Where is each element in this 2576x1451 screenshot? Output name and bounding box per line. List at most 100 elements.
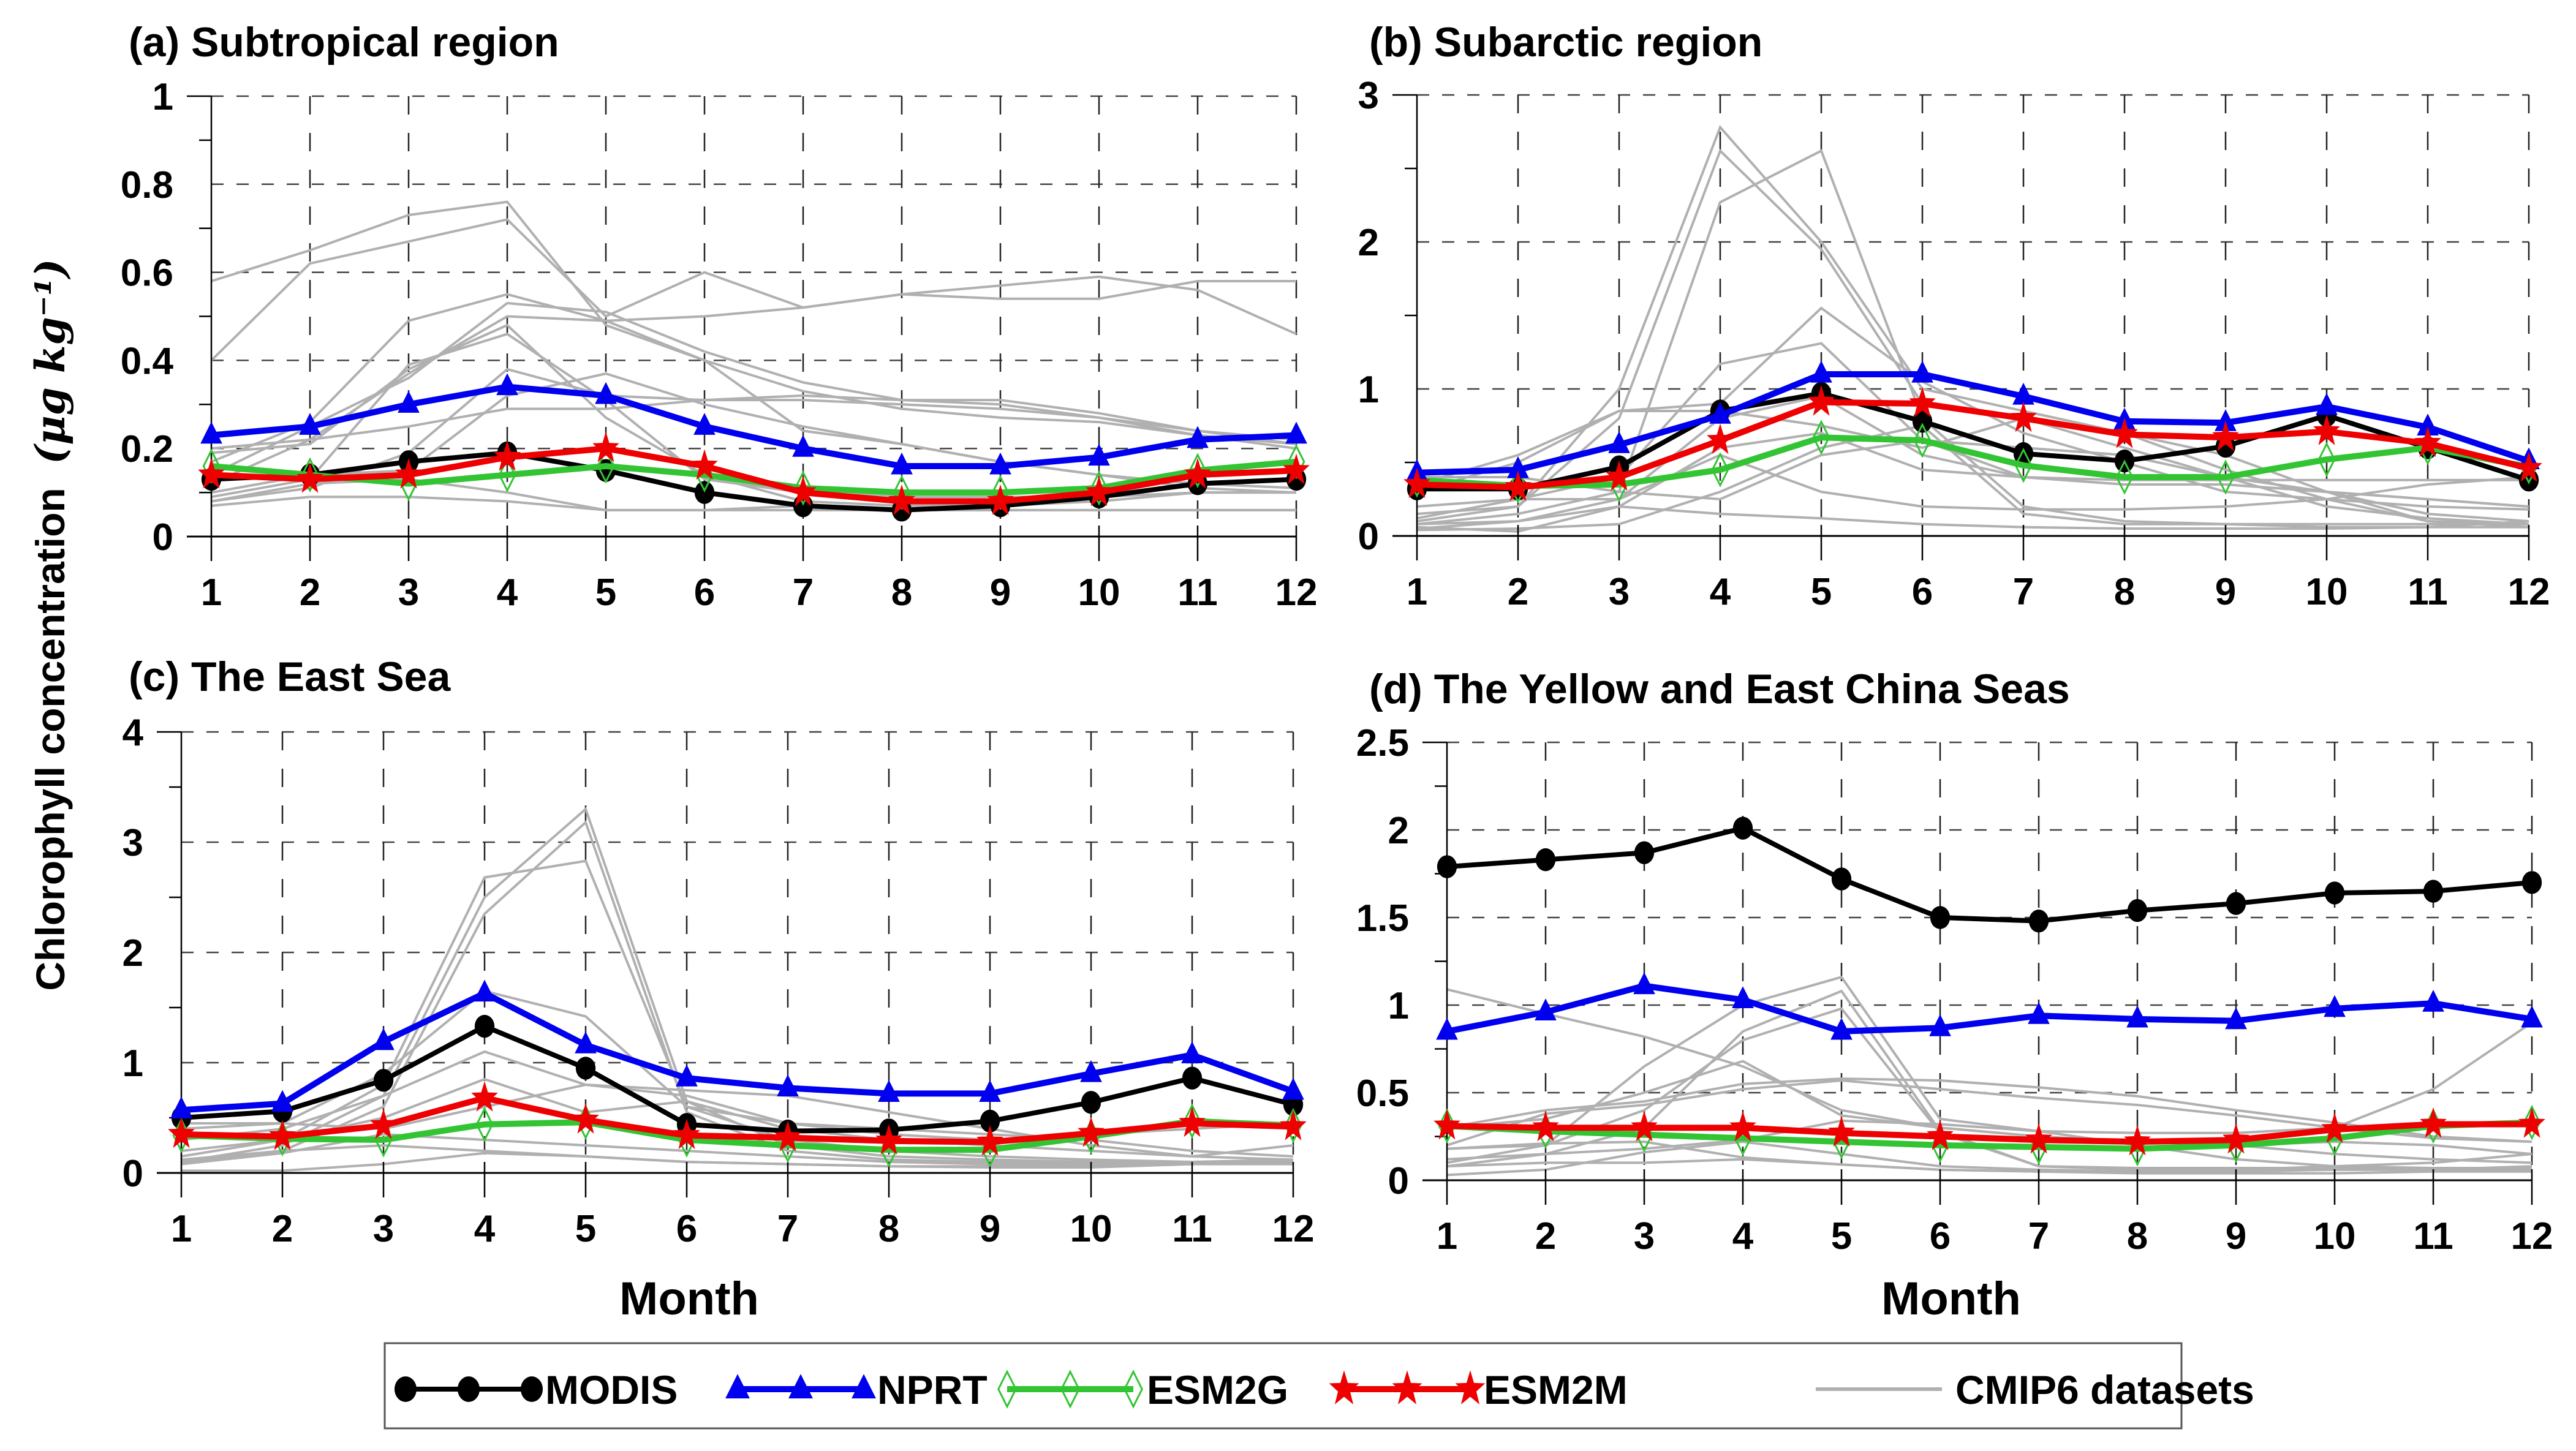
cmip6-series-line	[210, 218, 1297, 361]
series-line	[1446, 826, 2533, 924]
x-tick-label: 9	[990, 571, 1011, 614]
cmip6-series-line	[1417, 439, 2529, 501]
data-point-marker	[1179, 1106, 1206, 1137]
y-axis-label-text: Chlorophyll concentration	[28, 488, 73, 990]
x-tick-label: 12	[1272, 1208, 1315, 1250]
data-point-marker	[2223, 1123, 2249, 1154]
data-point-marker	[2126, 1005, 2148, 1028]
x-tick-label: 10	[2314, 1215, 2356, 1257]
data-point-marker	[794, 470, 812, 506]
data-point-marker	[2313, 415, 2340, 445]
legend-item-esm2g: ESM2G	[997, 1367, 1288, 1412]
data-point-marker	[2127, 899, 2148, 922]
x-axis-title: Month	[1881, 1273, 2021, 1325]
series-line	[181, 990, 1294, 1114]
legend-swatch-marker	[852, 1374, 876, 1399]
x-tick-label: 11	[1172, 1208, 1212, 1250]
series-esm2m	[168, 1081, 1307, 1156]
data-point-marker	[1090, 470, 1108, 506]
data-point-marker	[1532, 1110, 1559, 1142]
data-point-marker	[2012, 382, 2034, 405]
data-point-marker	[676, 1065, 698, 1087]
y-tick-label: 0.2	[121, 428, 173, 470]
x-tick-label: 8	[2114, 571, 2135, 613]
legend-swatch-marker	[1392, 1370, 1422, 1404]
data-point-marker	[673, 1118, 700, 1150]
data-point-marker	[575, 1057, 596, 1080]
y-tick-label: 0	[153, 516, 173, 559]
series-line	[1446, 982, 2533, 1035]
legend-swatch-marker	[1455, 1370, 1486, 1404]
data-point-marker	[595, 382, 617, 404]
data-point-marker	[474, 979, 496, 1002]
cmip6-series-line	[211, 301, 1297, 477]
panel-title: (d) The Yellow and East China Seas	[1369, 666, 2070, 712]
data-point-marker	[2422, 990, 2444, 1012]
legend-swatch-marker	[1329, 1370, 1359, 1404]
y-axis-label: Chlorophyll concentration (μg kg⁻¹)	[26, 258, 74, 990]
data-point-marker	[170, 1096, 192, 1118]
data-point-marker	[1812, 420, 1830, 456]
data-point-marker	[2515, 451, 2542, 482]
data-point-marker	[790, 475, 817, 507]
cmip6-series-line	[211, 496, 1296, 511]
legend-swatch-marker	[725, 1374, 750, 1399]
series-esm2m	[198, 431, 1310, 515]
data-point-marker	[471, 1081, 498, 1112]
x-tick-label: 11	[2408, 571, 2448, 613]
x-tick-label: 12	[2511, 1215, 2553, 1257]
y-tick-label: 3	[1358, 75, 1379, 117]
series-line	[1446, 1119, 2533, 1152]
cmip6-series-line	[211, 323, 1296, 507]
data-point-marker	[1831, 867, 1852, 891]
data-point-marker	[2225, 1007, 2247, 1030]
x-tick-label: 9	[980, 1208, 1000, 1250]
data-point-marker	[1182, 1066, 1203, 1090]
data-point-marker	[373, 1069, 394, 1092]
y-tick-label: 1	[1358, 369, 1379, 411]
y-tick-label: 4	[123, 712, 144, 754]
y-tick-label: 1	[153, 76, 173, 118]
data-point-marker	[891, 452, 913, 475]
y-tick-label: 0.5	[1356, 1072, 1409, 1115]
data-point-marker	[575, 1031, 597, 1053]
data-point-marker	[2420, 1107, 2447, 1138]
x-tick-label: 2	[272, 1208, 293, 1250]
data-point-marker	[1707, 423, 1734, 454]
cmip6-series-line	[181, 1050, 1294, 1161]
cmip6-series-line	[1446, 1140, 2533, 1173]
cmip6-series-line	[211, 280, 1296, 463]
data-point-marker	[2324, 881, 2345, 905]
legend-swatch-marker	[788, 1374, 813, 1399]
data-point-marker	[976, 1125, 1003, 1156]
data-point-marker	[597, 448, 615, 484]
x-tick-label: 12	[2508, 571, 2550, 613]
x-tick-label: 2	[1535, 1215, 1556, 1257]
y-tick-label: 0.4	[121, 340, 174, 382]
x-tick-label: 7	[2028, 1215, 2049, 1257]
data-point-marker	[1709, 402, 1731, 424]
data-point-marker	[198, 458, 225, 489]
data-point-marker	[1285, 421, 1307, 444]
data-point-marker	[1283, 453, 1310, 484]
data-point-marker	[271, 1090, 293, 1112]
data-point-marker	[2417, 413, 2439, 435]
data-point-marker	[792, 435, 814, 457]
data-point-marker	[1433, 1109, 1460, 1140]
series-nprt	[1436, 972, 2543, 1040]
x-tick-label: 1	[171, 1208, 192, 1250]
x-tick-label: 6	[1930, 1215, 1951, 1257]
data-point-marker	[1403, 467, 1430, 499]
cmip6-series-line	[1416, 125, 2529, 526]
x-tick-label: 12	[1275, 571, 1318, 614]
cmip6-series-line	[181, 807, 1293, 1163]
data-point-marker	[1927, 1120, 1954, 1150]
x-tick-label: 4	[497, 571, 518, 614]
x-tick-label: 5	[1831, 1215, 1852, 1257]
panel-title: (b) Subarctic region	[1369, 19, 1762, 66]
data-point-marker	[2414, 426, 2441, 458]
x-tick-label: 6	[676, 1208, 697, 1250]
data-point-marker	[1631, 1110, 1658, 1142]
